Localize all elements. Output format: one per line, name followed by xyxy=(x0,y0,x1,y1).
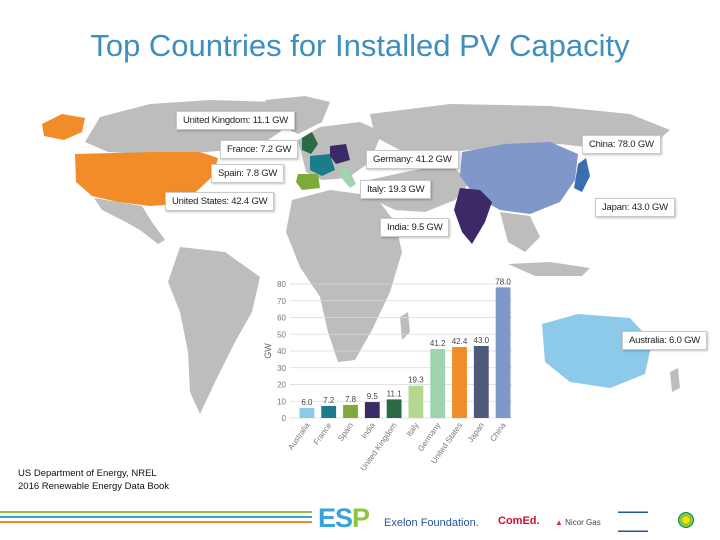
x-tick-label: Australia xyxy=(286,421,312,452)
source-line-2: 2016 Renewable Energy Data Book xyxy=(18,481,170,492)
bar-germany xyxy=(430,348,446,418)
map-new-zealand xyxy=(670,368,680,392)
y-axis-label: GW xyxy=(263,343,273,359)
callout-us: United States: 42.4 GW xyxy=(165,192,275,211)
map-france xyxy=(310,154,335,176)
bar-value-label: 78.0 xyxy=(495,277,511,286)
bar-value-label: 42.4 xyxy=(452,337,468,346)
bp-logo-icon xyxy=(678,512,694,528)
page-title: Top Countries for Installed PV Capacity xyxy=(90,28,630,63)
footer-stripes xyxy=(0,511,312,526)
footer-stripe-blue xyxy=(0,516,312,518)
map-indonesia xyxy=(508,262,590,276)
callout-spain: Spain: 7.8 GW xyxy=(211,164,285,183)
nicor-gas-logo: ▲ Nicor Gas xyxy=(555,518,601,527)
footer-stripe-orange xyxy=(0,521,312,523)
map-se-asia xyxy=(500,212,540,252)
map-alaska xyxy=(42,114,85,140)
callout-france: France: 7.2 GW xyxy=(220,140,299,159)
y-tick-label: 0 xyxy=(282,414,287,423)
bar-japan xyxy=(473,345,489,418)
map-africa xyxy=(286,190,402,362)
x-tick-label: India xyxy=(360,421,378,441)
source-citation: US Department of Energy, NREL 2016 Renew… xyxy=(18,467,169,493)
map-italy xyxy=(340,166,356,188)
map-madagascar xyxy=(400,312,410,340)
bar-australia xyxy=(299,407,315,418)
partner-logo-1: ▬▬▬▬▬▬ xyxy=(618,509,648,515)
partner-logo-2: ▬▬▬▬▬▬ xyxy=(618,528,648,534)
comed-logo: ComEd. xyxy=(498,515,540,527)
exelon-foundation-logo: Exelon Foundation. xyxy=(384,517,479,529)
x-tick-label: Italy xyxy=(405,421,421,438)
callout-india: India: 9.5 GW xyxy=(380,218,450,237)
callout-italy: Italy: 19.3 GW xyxy=(360,180,432,199)
bar-value-label: 7.8 xyxy=(345,395,357,404)
y-tick-label: 30 xyxy=(277,364,286,373)
bar-italy xyxy=(408,385,424,418)
bar-value-label: 6.0 xyxy=(301,398,313,407)
map-spain xyxy=(296,174,320,190)
bar-india xyxy=(364,402,380,418)
bar-france xyxy=(321,405,337,418)
map-australia xyxy=(542,314,652,388)
bar-united-kingdom xyxy=(386,399,402,418)
source-line-1: US Department of Energy, NREL xyxy=(18,468,157,479)
map-japan xyxy=(574,158,590,192)
map-south-america xyxy=(168,247,260,414)
x-tick-label: China xyxy=(488,421,508,444)
y-tick-label: 70 xyxy=(277,297,286,306)
bar-china xyxy=(495,287,511,418)
esp-logo: ESP xyxy=(318,503,370,533)
bar-value-label: 9.5 xyxy=(367,392,379,401)
x-tick-label: Spain xyxy=(336,421,355,443)
map-india xyxy=(454,188,492,244)
y-tick-label: 10 xyxy=(277,397,286,406)
bar-chart: 0 10 20 30 40 50 60 70 80 GW 6.0 Australia 7.2 France… xyxy=(263,277,512,470)
bar-value-label: 41.2 xyxy=(430,339,446,348)
y-tick-label: 40 xyxy=(277,347,286,356)
callout-japan: Japan: 43.0 GW xyxy=(595,198,675,217)
callout-germany: Germany: 41.2 GW xyxy=(366,150,459,169)
map-china xyxy=(460,142,578,214)
x-tick-label: France xyxy=(312,421,334,447)
bar-united-states xyxy=(452,346,467,418)
callout-uk: United Kingdom: 11.1 GW xyxy=(176,111,296,130)
x-tick-label: Japan xyxy=(466,421,486,444)
callout-china: China: 78.0 GW xyxy=(582,135,661,154)
y-tick-label: 80 xyxy=(277,280,286,289)
callout-australia: Australia: 6.0 GW xyxy=(622,331,708,350)
bar-spain xyxy=(343,404,358,418)
bar-value-label: 43.0 xyxy=(474,336,490,345)
nicor-triangle-icon: ▲ xyxy=(555,518,563,527)
map-mexico xyxy=(94,198,165,244)
y-tick-label: 50 xyxy=(277,330,286,339)
bar-value-label: 11.1 xyxy=(387,389,403,398)
footer-stripe-green xyxy=(0,511,312,513)
bar-value-label: 7.2 xyxy=(323,396,335,405)
bar-value-label: 19.3 xyxy=(408,376,424,385)
y-tick-label: 60 xyxy=(277,314,286,323)
map-uk xyxy=(302,132,318,154)
map-germany xyxy=(330,144,350,164)
y-tick-label: 20 xyxy=(277,381,286,390)
